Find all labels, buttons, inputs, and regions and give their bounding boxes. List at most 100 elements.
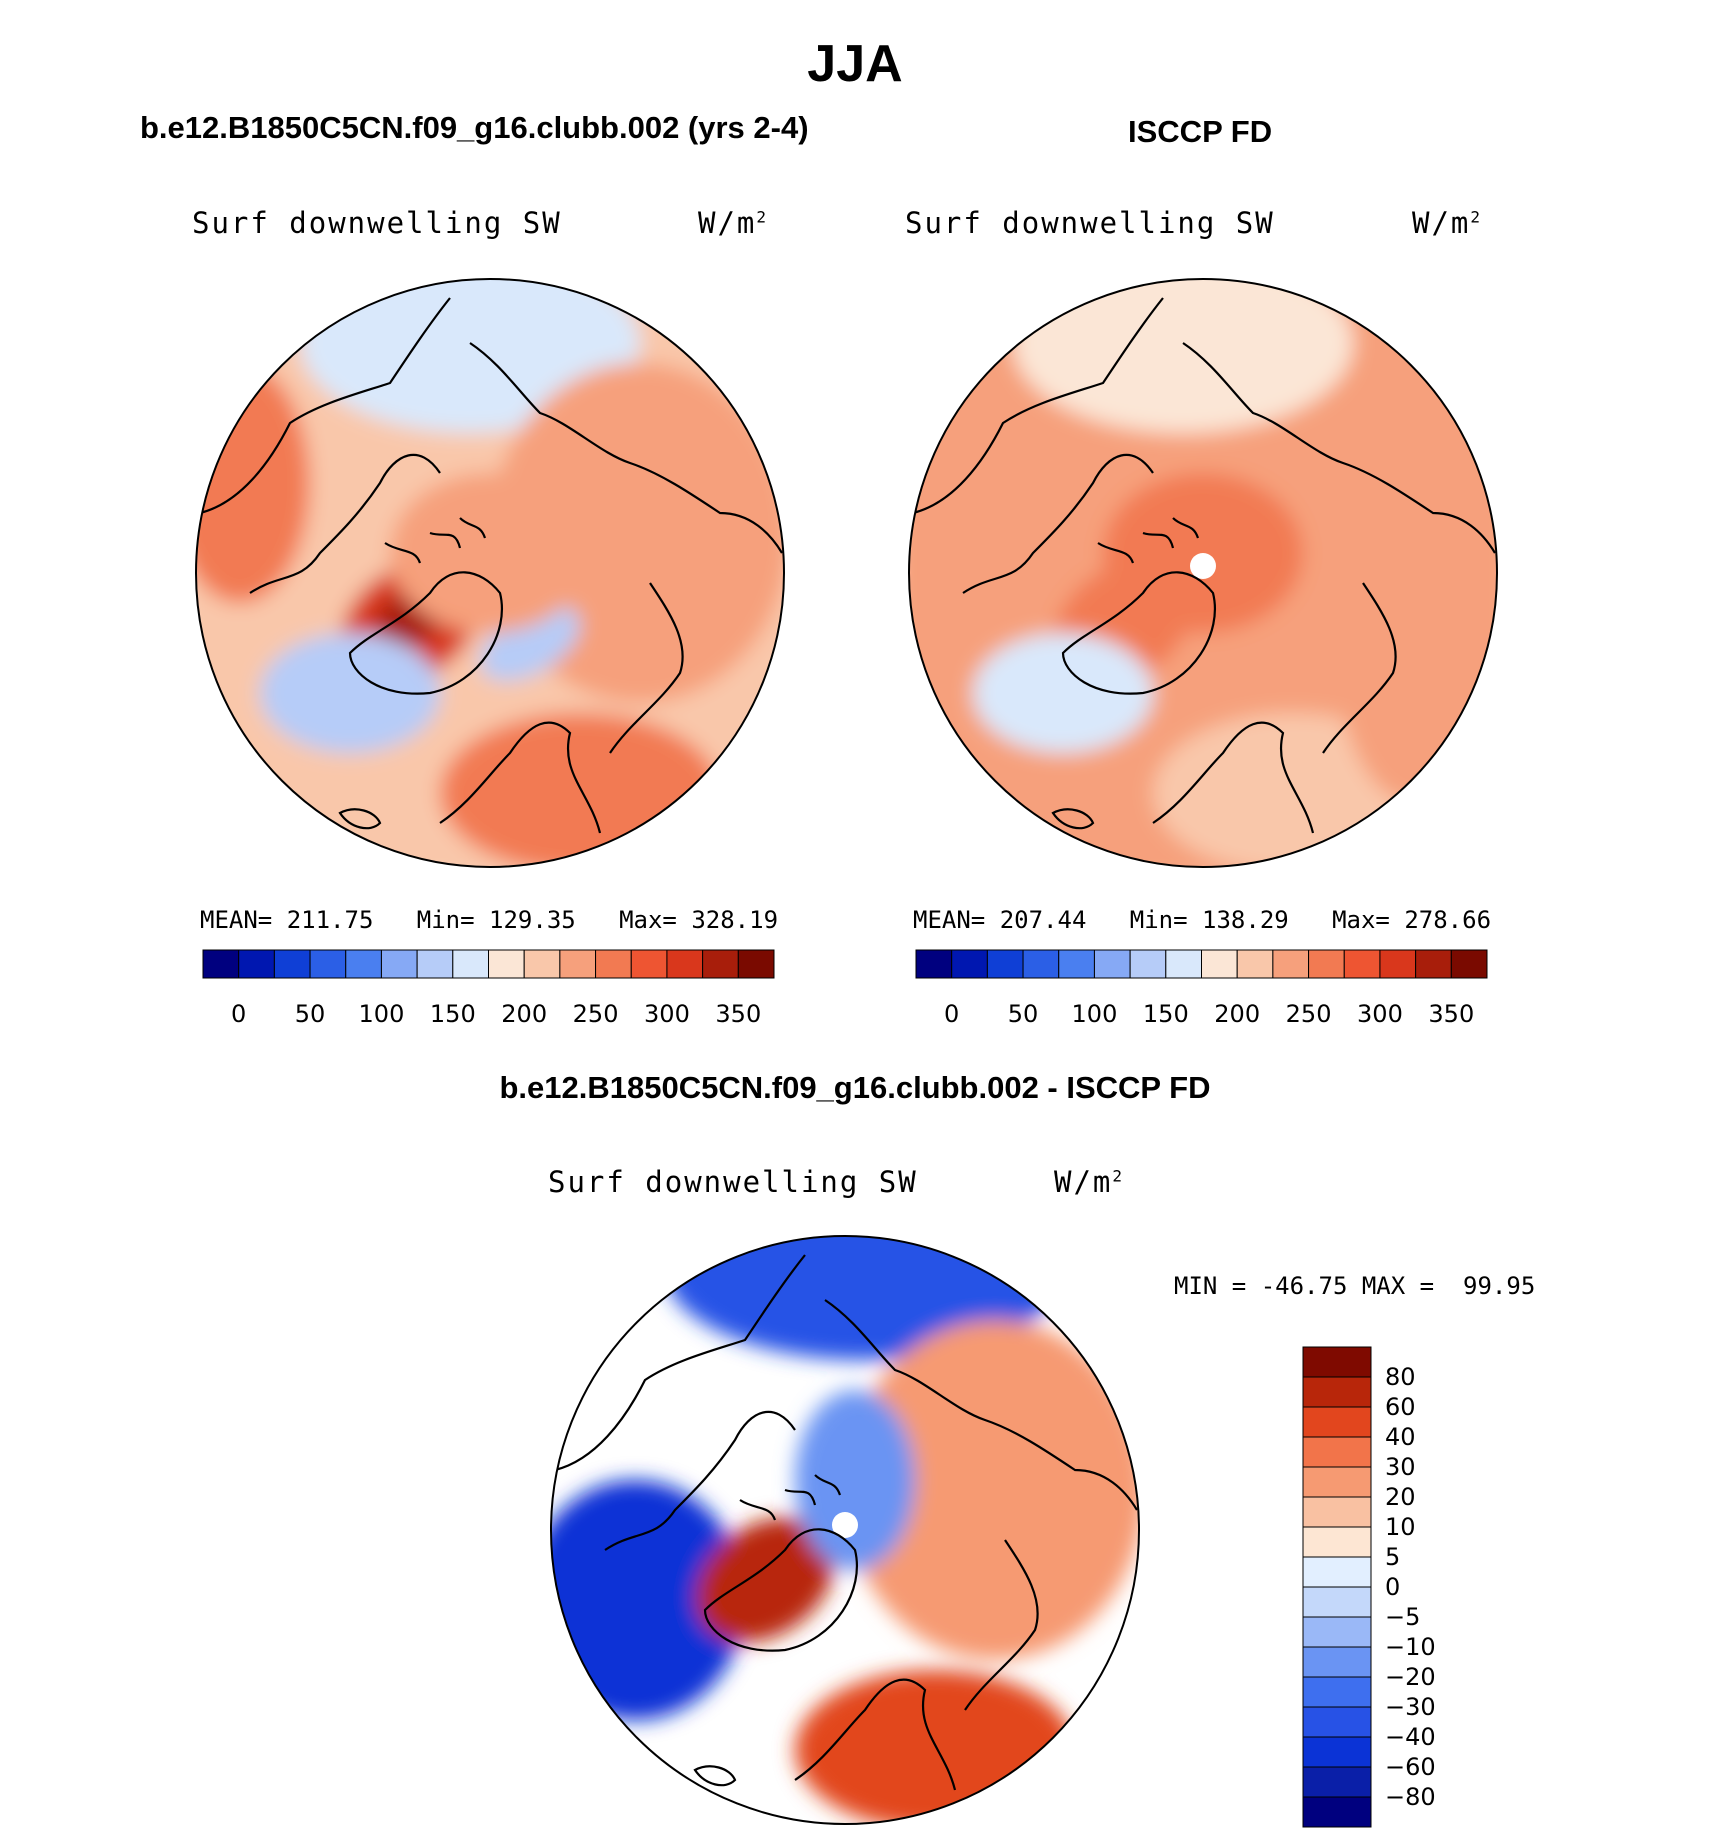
units-text: W/m [1054,1165,1113,1199]
contour-region-europe [440,713,720,867]
colorbar-swatch [1308,949,1345,979]
max-label: Max= [1332,906,1390,934]
coastline-segment [1097,517,1200,564]
coastline-segment [199,297,451,515]
colorbar-swatch [488,949,525,979]
colorbar-tick-label: −60 [1385,1753,1436,1781]
contour-fill [909,279,1497,867]
colorbar-swatch [1302,1736,1372,1768]
coastline-segment [703,1528,858,1652]
colorbar-tick-label: 5 [1385,1543,1400,1571]
min-value: 129.35 [489,906,576,934]
colorbar-tick-label: 250 [1286,1000,1332,1028]
colorbar-tick-label: −5 [1385,1603,1420,1631]
colorbar-tick-label: 100 [1072,1000,1118,1028]
units-text: W/m [1412,206,1471,240]
colorbar-tick-label: −30 [1385,1693,1436,1721]
coastlines [199,297,783,834]
colorbar-swatch [1302,1436,1372,1468]
colorbar-tick-label: 300 [644,1000,690,1028]
colorbar-swatch [202,949,240,979]
polar-map-model [196,279,784,867]
colorbar-swatch [1201,949,1238,979]
units-power: 2 [1112,1166,1125,1186]
coastlines [554,1254,1138,1791]
coastline-segment [1061,571,1216,695]
colorbar-swatch [1022,949,1060,979]
colorbar-swatch [1302,1796,1372,1828]
colorbar-swatch [666,949,704,979]
variable-label-diff: Surf downwelling SW [548,1165,918,1199]
colorbar-swatch [1302,1466,1372,1498]
colorbar-swatch [1302,1376,1372,1408]
min-label: MIN = [1174,1272,1247,1300]
colorbar-swatch [595,949,632,979]
colorbar-swatch [1302,1586,1372,1618]
coastline-segment [338,808,382,830]
stats-obs: MEAN= 207.44 Min= 138.29 Max= 278.66 [913,906,1491,934]
stats-diff: MIN = -46.75 MAX = 99.95 [1174,1272,1535,1300]
min-label: Min= [1129,906,1188,934]
colorbar-tick-label: 200 [501,1000,547,1028]
contour-fill [551,1236,1139,1824]
colorbar-model: 0 50 100 150 200 250 300 350 [202,949,775,1028]
colorbar-tick-label: 50 [1008,1000,1039,1028]
polar-map-obs [909,279,1497,867]
colorbar-swatch [559,949,597,979]
polar-map-diff [551,1236,1139,1824]
colorbar-swatch [1302,1526,1372,1558]
coastline-segment [824,1299,1138,1511]
colorbar-tick-label: 50 [295,1000,326,1028]
coastline-segment [794,1678,957,1791]
colorbar-tick-label: 20 [1385,1483,1416,1511]
colorbar-tick-label: 150 [430,1000,476,1028]
coastline-segment [1051,808,1095,830]
colorbar-tick-label: 40 [1385,1423,1416,1451]
contour-region-eurasia-east [1333,463,1493,803]
coastline-segment [439,721,602,834]
panel-title-diff: b.e12.B1850C5CN.f09_g16.clubb.002 - ISCC… [499,1070,1211,1105]
colorbar-swatch [1129,949,1167,979]
max-value: 278.66 [1404,906,1492,934]
colorbar-swatch [986,949,1024,979]
coastline-segment [693,1765,737,1787]
colorbar-swatch [915,949,953,979]
min-value: -46.75 [1260,1272,1348,1300]
colorbar-tick-label: 0 [1385,1573,1400,1601]
coastline-segment [469,342,783,554]
colorbar-tick-label: −10 [1385,1633,1436,1661]
colorbar-tick-label: −20 [1385,1663,1436,1691]
colorbar-tick-label: 350 [715,1000,761,1028]
colorbar-tick-label: −40 [1385,1723,1436,1751]
colorbar-swatch [1450,949,1488,979]
coastline-segment [739,1474,842,1521]
coastline-segment [1152,721,1315,834]
colorbar-swatch [702,949,739,979]
max-label: MAX = [1361,1272,1435,1300]
colorbar-tick-label: 30 [1385,1453,1416,1481]
colorbar-tick-label: 350 [1428,1000,1474,1028]
colorbar-swatch [380,949,418,979]
units-label-obs: W/m2 [1412,206,1482,240]
contour-region-pacific [665,1236,1065,1360]
units-label-diff: W/m2 [1054,1165,1124,1199]
colorbar-swatch [1165,949,1202,979]
colorbar-swatch [737,949,775,979]
max-value: 328.19 [691,906,779,934]
colorbar-swatch [1236,949,1274,979]
variable-label-obs: Surf downwelling SW [905,206,1275,240]
colorbar-swatch [452,949,489,979]
colorbar-swatch [416,949,454,979]
colorbar-tick-label: 60 [1385,1393,1416,1421]
map-border-diff [550,1235,1140,1825]
coastline-segment [384,517,487,564]
min-value: 138.29 [1202,906,1289,934]
colorbar-swatch [1058,949,1095,979]
units-power: 2 [1470,207,1483,227]
mean-label: MEAN= [913,906,986,934]
colorbar-swatch [345,949,382,979]
colorbar-swatch [1272,949,1310,979]
mean-label: MEAN= [200,906,273,934]
